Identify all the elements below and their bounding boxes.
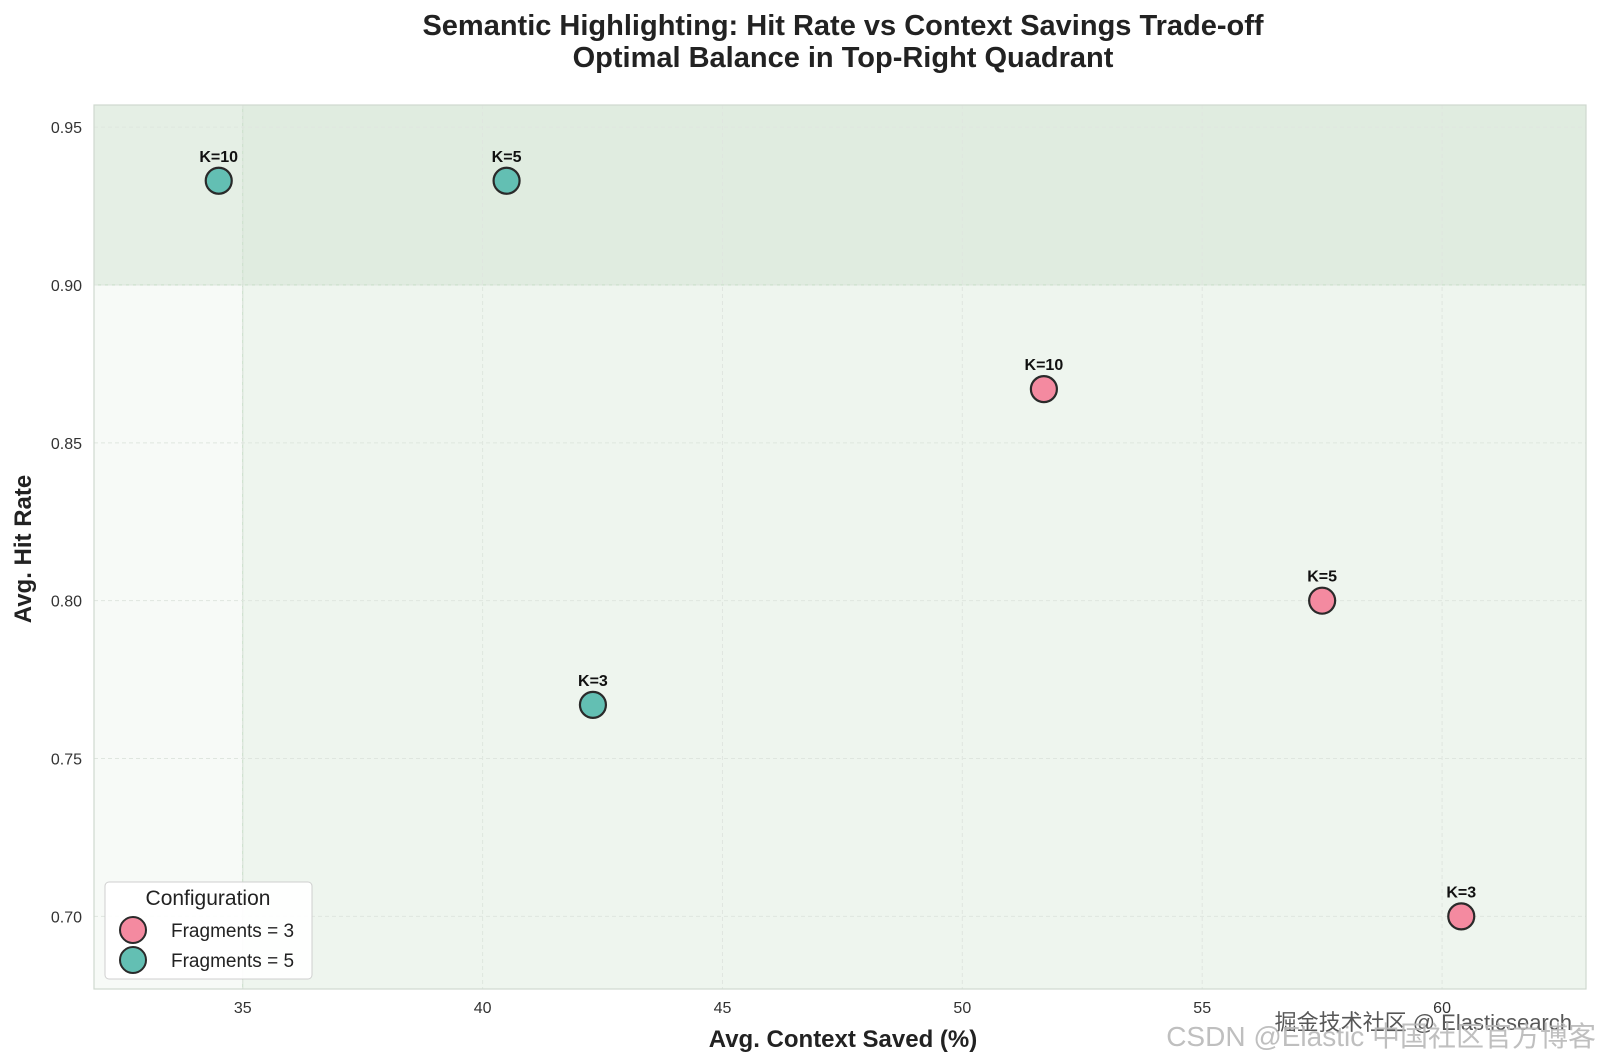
data-point-s1-3: [1447, 902, 1476, 931]
plot-background: [94, 105, 1586, 989]
chart-title: Semantic Highlighting: Hit Rate vs Conte…: [422, 10, 1263, 42]
legend-marker-fragments-5: [119, 946, 147, 974]
x-tick-label: 40: [474, 1000, 492, 1017]
data-point-label: K=3: [1446, 884, 1476, 901]
y-axis-ticks: 0.70 0.75 0.80 0.85 0.90 0.95: [51, 120, 82, 926]
chart-title-group: Semantic Highlighting: Hit Rate vs Conte…: [422, 10, 1263, 74]
data-point-label: K=5: [492, 149, 522, 166]
highlight-regions: [93, 104, 1587, 990]
data-points: K=10 K=5 K=3 K=10 K=5 K=3: [199, 149, 1476, 931]
plot-area: [94, 105, 1586, 989]
data-point-s2-3: [578, 690, 608, 719]
x-tick-label: 50: [953, 1000, 971, 1017]
watermark: 掘金技术社区 @ Elasticsearch CSDN @Elastic 中国社…: [1166, 1010, 1596, 1052]
legend-title: Configuration: [146, 887, 271, 910]
data-point-s1-2: [1308, 586, 1337, 615]
legend: Configuration Fragments = 3 Fragments = …: [104, 881, 313, 980]
highlight-region-1: [242, 104, 1587, 990]
highlight-region-2: [93, 104, 1587, 286]
grid-lines: [94, 105, 1586, 989]
y-tick-label: 0.75: [51, 752, 82, 769]
data-point-s2-2: [492, 166, 521, 195]
legend-box: [104, 881, 313, 980]
x-axis-label: Avg. Context Saved (%): [709, 1026, 978, 1053]
chart-subtitle: Optimal Balance in Top-Right Quadrant: [573, 42, 1114, 74]
x-tick-label: 55: [1193, 1000, 1211, 1017]
data-point-label: K=5: [1307, 569, 1337, 586]
y-tick-label: 0.95: [51, 120, 82, 137]
x-tick-label: 45: [714, 1000, 732, 1017]
data-point-label: K=10: [199, 149, 238, 166]
y-axis-label: Avg. Hit Rate: [10, 475, 37, 623]
y-tick-label: 0.70: [51, 909, 82, 926]
data-point-s2-1: [204, 166, 233, 195]
legend-marker-fragments-3: [119, 916, 147, 944]
y-tick-label: 0.90: [51, 278, 82, 295]
legend-label-fragments-5: Fragments = 5: [171, 951, 294, 972]
x-tick-label: 35: [234, 1000, 252, 1017]
watermark-line-1: 掘金技术社区 @ Elasticsearch: [1275, 1010, 1572, 1035]
x-tick-label: 60: [1433, 1000, 1451, 1017]
data-point-s1-1: [1029, 375, 1058, 404]
watermark-line-2: CSDN @Elastic 中国社区官方博客: [1166, 1021, 1596, 1052]
data-point-label: K=3: [578, 673, 608, 690]
x-axis-ticks: 35 40 45 50 55 60: [234, 1000, 1451, 1017]
plot-frame: [93, 104, 1587, 990]
y-tick-label: 0.85: [51, 436, 82, 453]
legend-label-fragments-3: Fragments = 3: [171, 921, 294, 942]
data-point-label: K=10: [1025, 357, 1064, 374]
y-tick-label: 0.80: [51, 594, 82, 611]
